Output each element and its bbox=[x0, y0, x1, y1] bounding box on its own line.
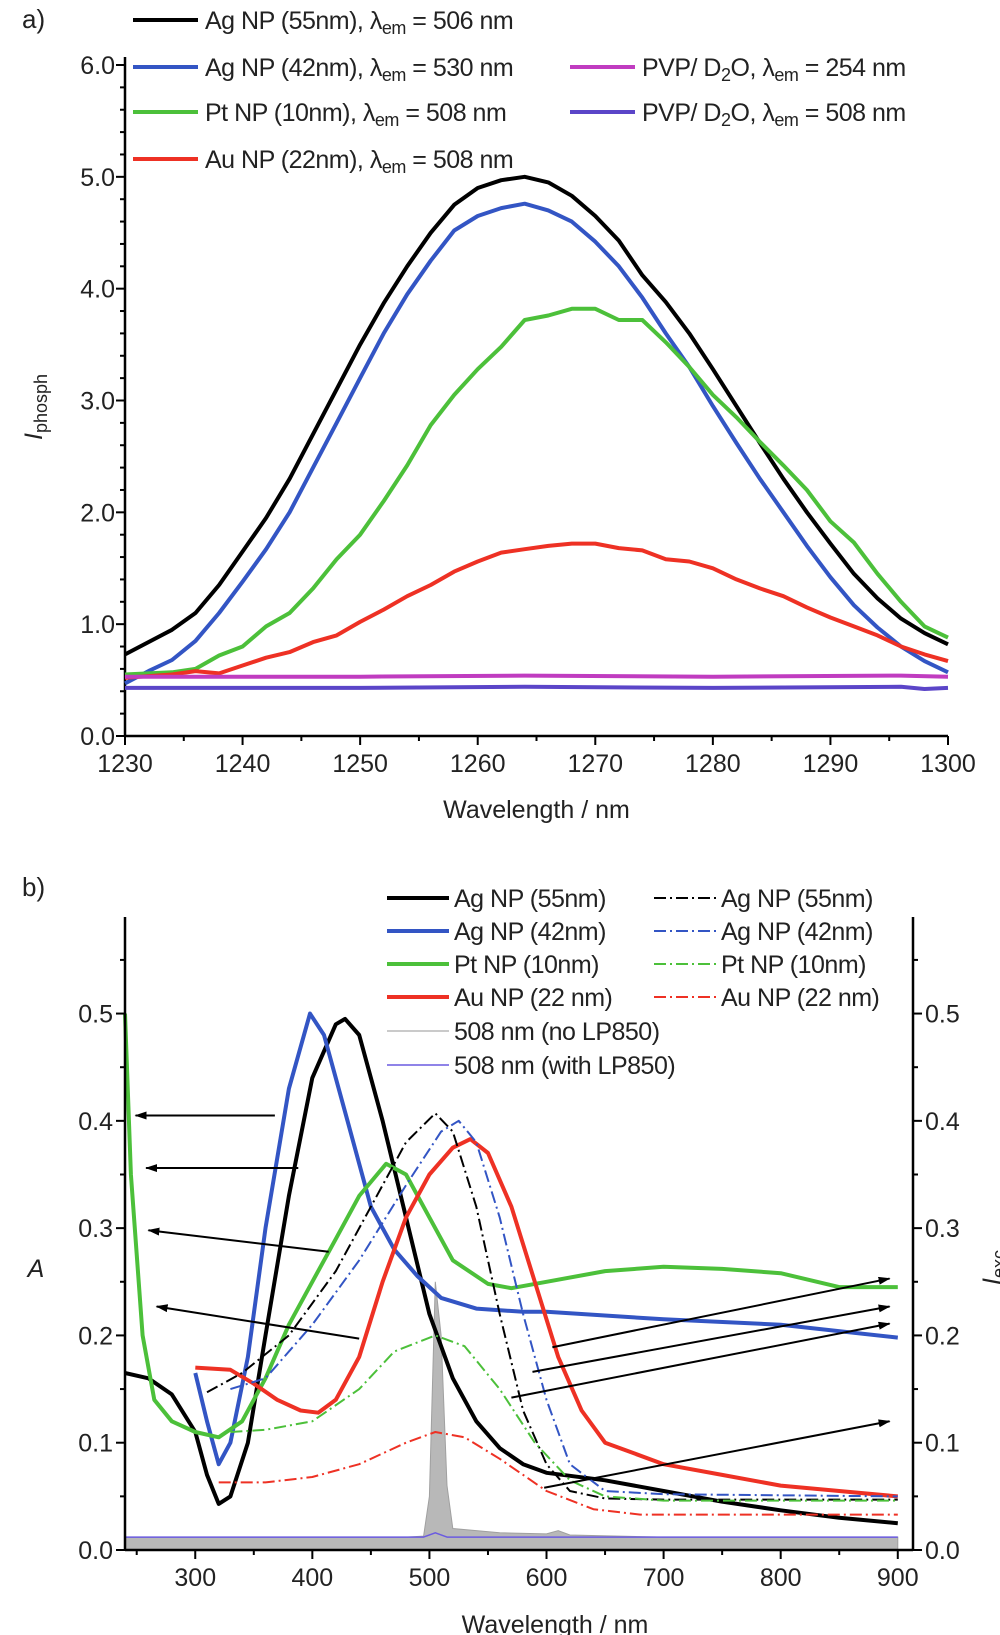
arrow-to-left-axis bbox=[147, 1227, 329, 1253]
y-right-tick-label: 0.2 bbox=[925, 1322, 960, 1350]
arrow-to-right-axis bbox=[552, 1276, 891, 1349]
series-line-pt-np-10nm-em-508-nm bbox=[124, 306, 949, 677]
legend-label: PVP/ D2O, λem = 508 nm bbox=[642, 99, 906, 130]
legend-label: Pt NP (10nm), λem = 508 nm bbox=[205, 99, 506, 130]
x-tick-label: 500 bbox=[409, 1564, 451, 1592]
series-line-ag-np-42nm-solid bbox=[193, 1011, 899, 1467]
y-tick-label: 4.0 bbox=[80, 276, 115, 304]
y-right-tick-label: 0.0 bbox=[925, 1537, 960, 1565]
x-tick-label: 300 bbox=[174, 1564, 216, 1592]
legend-label: Au NP (22 nm) bbox=[721, 984, 879, 1012]
legend-item: PVP/ D2O, λem = 508 nm bbox=[570, 99, 906, 130]
legend-label: Ag NP (55nm) bbox=[454, 885, 606, 913]
series-line-pvp-d2o-em-508-nm bbox=[125, 684, 949, 691]
x-tick-label: 1250 bbox=[332, 750, 388, 778]
y-left-tick-label: 0.1 bbox=[78, 1430, 113, 1458]
legend-label: Ag NP (55nm), λem = 506 nm bbox=[205, 7, 513, 38]
panel-a-chart: a) 1230 1240 1250 1260 1270 1280 1290 1300 0.0 1.0… bbox=[20, 4, 976, 824]
series-line-ag-np-42nm-dashdot bbox=[230, 1119, 898, 1498]
y-tick-label: 2.0 bbox=[80, 499, 115, 527]
x-tick-label: 1280 bbox=[685, 750, 741, 778]
legend-item: Ag NP (55nm), λem = 506 nm bbox=[133, 7, 514, 38]
series-line-508-nm-with-lp850-thin bbox=[125, 1532, 898, 1538]
y-axis-right-title: Iexc bbox=[978, 1250, 1000, 1285]
panel-label-b: b) bbox=[22, 872, 45, 902]
series-line-ag-np-55nm-em-506-nm bbox=[124, 174, 949, 657]
legend-label: Pt NP (10nm) bbox=[721, 951, 866, 979]
legend-item: PVP/ D2O, λem = 254 nm bbox=[570, 54, 906, 85]
legend-item: Ag NP (55nm) bbox=[654, 885, 873, 913]
legend-item: 508 nm (no LP850) bbox=[387, 1018, 660, 1046]
legend-item: Pt NP (10nm), λem = 508 nm bbox=[133, 99, 507, 130]
legend-item: Au NP (22 nm) bbox=[387, 984, 613, 1012]
panel-label-a: a) bbox=[22, 4, 45, 34]
legend-item: Ag NP (55nm) bbox=[387, 885, 606, 913]
y-left-tick-label: 0.0 bbox=[78, 1537, 113, 1565]
x-tick-label: 1300 bbox=[920, 750, 976, 778]
legend-label: PVP/ D2O, λem = 254 nm bbox=[642, 54, 906, 85]
x-tick-label: 400 bbox=[291, 1564, 333, 1592]
legend-item: Pt NP (10nm) bbox=[387, 951, 599, 979]
arrow-to-left-axis bbox=[155, 1304, 360, 1340]
legend-label: Pt NP (10nm) bbox=[454, 951, 599, 979]
x-tick-label: 900 bbox=[877, 1564, 919, 1592]
legend-item: Au NP (22 nm) bbox=[654, 984, 880, 1012]
y-axis-left-title: A bbox=[26, 1255, 45, 1283]
series-line-pt-np-10nm-solid bbox=[123, 1013, 898, 1440]
series-line-au-np-22nm-em-508-nm bbox=[124, 541, 949, 680]
y-left-tick-label: 0.2 bbox=[78, 1322, 113, 1350]
legend-item: Ag NP (42nm) bbox=[387, 918, 606, 946]
legend-label: Ag NP (42nm), λem = 530 nm bbox=[205, 54, 513, 85]
series-line-pt-np-10nm-dashdot bbox=[230, 1334, 898, 1502]
arrow-to-right-axis bbox=[543, 1419, 891, 1489]
y-left-tick-label: 0.3 bbox=[78, 1215, 113, 1243]
series-line-ag-np-42nm-em-530-nm bbox=[124, 201, 949, 686]
legend-label: Ag NP (42nm) bbox=[721, 918, 873, 946]
legend-label: 508 nm (with LP850) bbox=[454, 1052, 675, 1080]
y-left-tick-label: 0.5 bbox=[78, 1001, 113, 1029]
x-tick-label: 1290 bbox=[803, 750, 859, 778]
x-axis-title: Wavelength / nm bbox=[462, 1611, 649, 1635]
y-right-tick-label: 0.5 bbox=[925, 1001, 960, 1029]
legend-label: Au NP (22nm), λem = 508 nm bbox=[205, 146, 513, 177]
arrow-to-right-axis bbox=[532, 1304, 891, 1373]
y-right-tick-label: 0.1 bbox=[925, 1430, 960, 1458]
y-tick-label: 6.0 bbox=[80, 52, 115, 80]
x-tick-label: 1230 bbox=[97, 750, 153, 778]
y-right-tick-label: 0.4 bbox=[925, 1108, 960, 1136]
legend-item: Ag NP (42nm) bbox=[654, 918, 873, 946]
y-axis-title: Iphosph bbox=[20, 374, 51, 440]
x-tick-label: 1270 bbox=[567, 750, 623, 778]
y-right-tick-label: 0.3 bbox=[925, 1215, 960, 1243]
legend-label: Au NP (22 nm) bbox=[454, 984, 612, 1012]
legend-item: 508 nm (with LP850) bbox=[387, 1052, 676, 1080]
y-tick-label: 1.0 bbox=[80, 611, 115, 639]
x-tick-label: 800 bbox=[760, 1564, 802, 1592]
x-tick-label: 600 bbox=[526, 1564, 568, 1592]
legend-item: Ag NP (42nm), λem = 530 nm bbox=[133, 54, 514, 85]
x-tick-label: 700 bbox=[643, 1564, 685, 1592]
series-line-ag-np-55nm-dashdot bbox=[206, 1112, 898, 1501]
x-tick-label: 1260 bbox=[450, 750, 506, 778]
series-line-pvp-d2o-em-254-nm bbox=[125, 673, 949, 679]
y-tick-label: 3.0 bbox=[80, 388, 115, 416]
y-left-tick-label: 0.4 bbox=[78, 1108, 113, 1136]
legend-label: 508 nm (no LP850) bbox=[454, 1018, 660, 1046]
legend-label: Ag NP (42nm) bbox=[454, 918, 606, 946]
series-line-au-np-22-nm-solid bbox=[195, 1137, 898, 1499]
legend-item: Pt NP (10nm) bbox=[654, 951, 866, 979]
series-area-508-nm-no-lp850 bbox=[124, 1281, 899, 1551]
x-axis-title: Wavelength / nm bbox=[443, 796, 630, 824]
x-tick-label: 1240 bbox=[215, 750, 271, 778]
legend-label: Ag NP (55nm) bbox=[721, 885, 873, 913]
panel-b-chart: b)300 400 500 600 700 800 9000.00.10.20.30.40.… bbox=[22, 872, 1000, 1635]
series-line-ag-np-55nm-solid bbox=[124, 1016, 898, 1526]
arrow-to-right-axis bbox=[511, 1321, 891, 1399]
legend-item: Au NP (22nm), λem = 508 nm bbox=[133, 146, 514, 177]
y-tick-label: 0.0 bbox=[80, 723, 115, 751]
y-tick-label: 5.0 bbox=[80, 164, 115, 192]
